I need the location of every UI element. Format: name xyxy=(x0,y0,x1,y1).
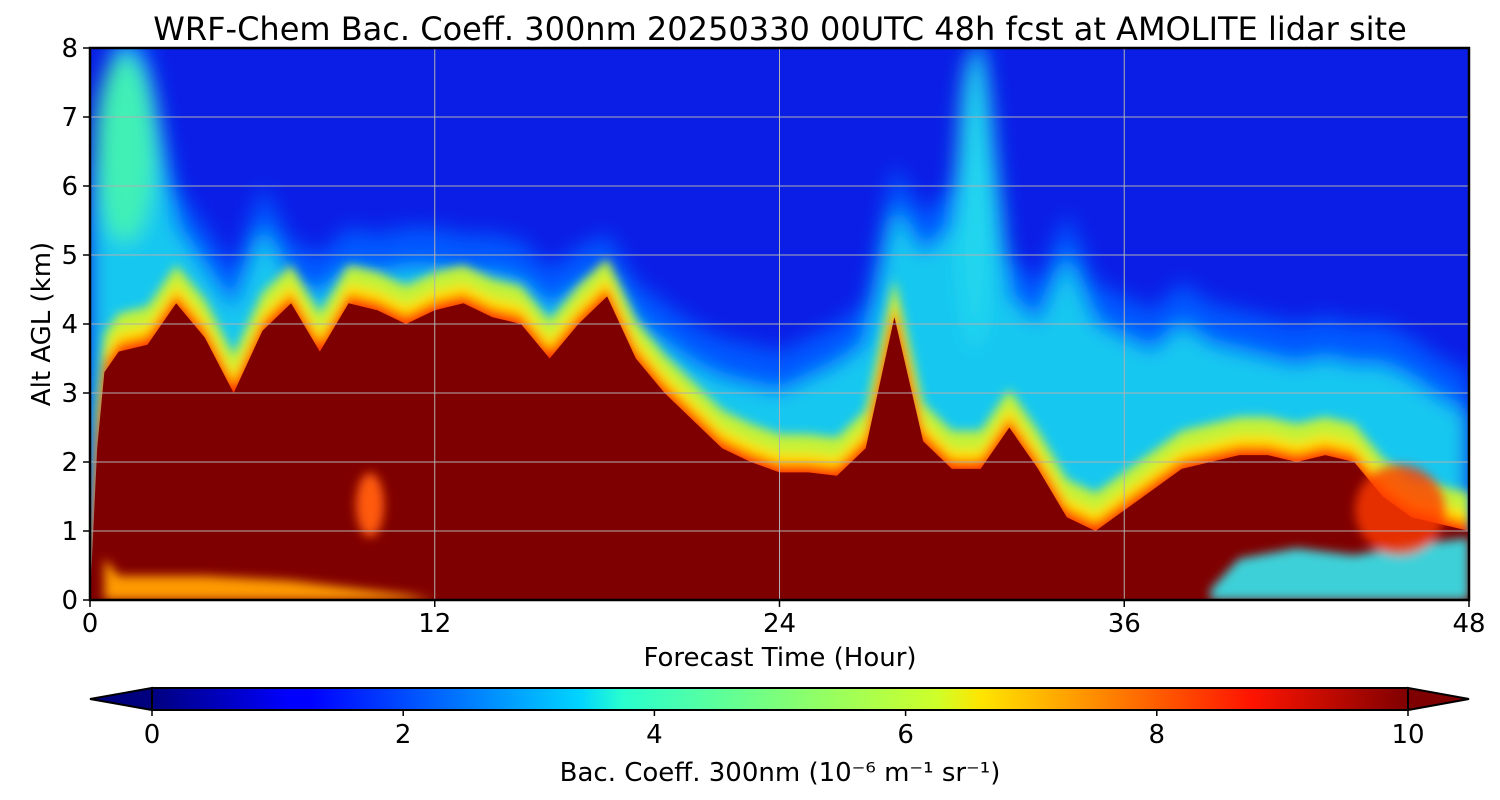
x-tick-label: 0 xyxy=(82,609,99,639)
colorbar-tick-label: 0 xyxy=(144,720,161,750)
y-tick-label: 4 xyxy=(61,310,78,340)
upper-cyan-streak-31h xyxy=(957,50,993,350)
colorbar-label-main: Bac. Coeff. 300nm xyxy=(560,758,801,788)
y-tick-label: 8 xyxy=(61,34,78,64)
colorbar-label-unit: (10⁻⁶ m⁻¹ sr⁻¹) xyxy=(808,758,1000,788)
x-tick-label: 36 xyxy=(1108,609,1141,639)
y-tick-label: 2 xyxy=(61,448,78,478)
y-tick-label: 3 xyxy=(61,379,78,409)
colorbar: 0 2 4 6 8 10 Bac. Coeff. 300nm (10⁻⁶ m⁻¹ sr⁻¹… xyxy=(89,686,1470,788)
colorbar-body xyxy=(152,688,1408,710)
colorbar-tick-label: 6 xyxy=(897,720,914,750)
surface-clean-layer xyxy=(104,558,435,600)
chart-title: WRF-Chem Bac. Coeff. 300nm 20250330 00UT… xyxy=(153,10,1407,48)
upper-left-green-blob xyxy=(95,53,155,243)
colorbar-tick-label: 8 xyxy=(1149,720,1166,750)
y-axis-label: Alt AGL (km) xyxy=(27,242,57,406)
colorbar-frame xyxy=(151,687,1409,711)
colorbar-ticks: 0 2 4 6 8 10 xyxy=(144,710,1425,750)
colorbar-min-extension xyxy=(89,686,153,712)
x-axis-label: Forecast Time (Hour) xyxy=(643,643,916,673)
y-tick-label: 1 xyxy=(61,517,78,547)
x-tick-label: 24 xyxy=(763,609,796,639)
colorbar-tick-label: 10 xyxy=(1391,720,1424,750)
x-axis-ticks: 0 12 24 36 48 xyxy=(82,600,1486,639)
colorbar-tick-label: 4 xyxy=(646,720,663,750)
x-tick-label: 48 xyxy=(1452,609,1485,639)
colorbar-tick-label: 2 xyxy=(395,720,412,750)
grid-lines xyxy=(90,48,1469,600)
near-surface-features xyxy=(104,465,1469,600)
plot-area xyxy=(90,48,1469,600)
colorbar-max-extension xyxy=(1407,686,1470,712)
y-tick-label: 0 xyxy=(61,586,78,616)
y-tick-label: 7 xyxy=(61,103,78,133)
x-tick-label: 12 xyxy=(418,609,451,639)
colorbar-label: Bac. Coeff. 300nm (10⁻⁶ m⁻¹ sr⁻¹) xyxy=(560,758,1001,788)
y-tick-label: 5 xyxy=(61,241,78,271)
embedded-orange-patch xyxy=(356,473,384,537)
y-tick-label: 6 xyxy=(61,172,78,202)
y-axis-ticks: 0 1 2 3 4 5 6 7 8 xyxy=(61,34,90,616)
lower-right-orange-edge xyxy=(1355,465,1445,555)
